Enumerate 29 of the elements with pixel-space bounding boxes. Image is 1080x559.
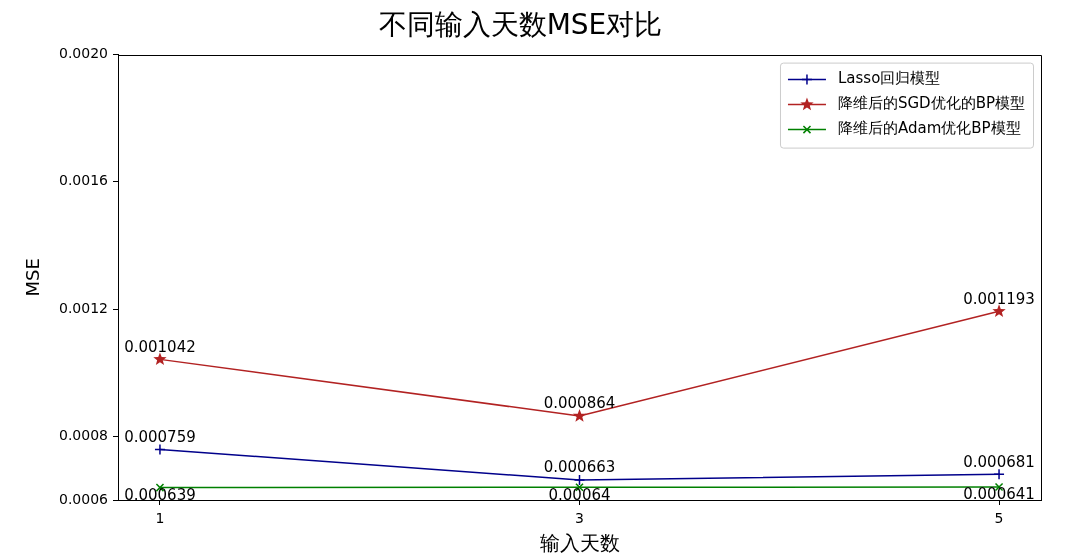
x-tick-label: 5 [994,510,1004,527]
data-label: 0.00064 [548,485,611,504]
y-axis-title: MSE [22,258,44,297]
x-tick-label: 3 [575,510,584,527]
y-tick-label: 0.0006 [59,490,109,507]
y-tick-label: 0.0016 [59,172,109,189]
x-axis-title: 输入天数 [539,531,620,556]
data-label: 0.000681 [963,452,1035,471]
point [572,409,587,422]
y-tick-label: 0.0008 [59,427,108,444]
y-tick-label: 0.0012 [59,299,108,316]
point [993,468,1005,480]
point [153,352,167,366]
data-label: 0.000641 [963,485,1035,504]
legend-label: 降维后的SGD优化的BP模型 [837,94,1025,113]
x-tick-label: 1 [155,510,165,527]
data-label: 0.000663 [543,458,616,477]
data-label: 0.000639 [124,485,196,504]
data-label: 0.000759 [124,427,196,446]
chart-title: 不同输入天数MSE对比 [378,8,663,42]
point [992,304,1006,317]
data-label: 0.001193 [963,289,1035,308]
point [154,443,166,456]
y-tick-label: 0.0020 [59,45,108,62]
point [573,474,586,486]
legend-label: 降维后的Adam优化BP模型 [837,119,1021,138]
data-label: 0.000864 [543,394,616,413]
legend-label: Lasso回归模型 [837,69,941,88]
data-label: 0.001042 [124,337,196,356]
